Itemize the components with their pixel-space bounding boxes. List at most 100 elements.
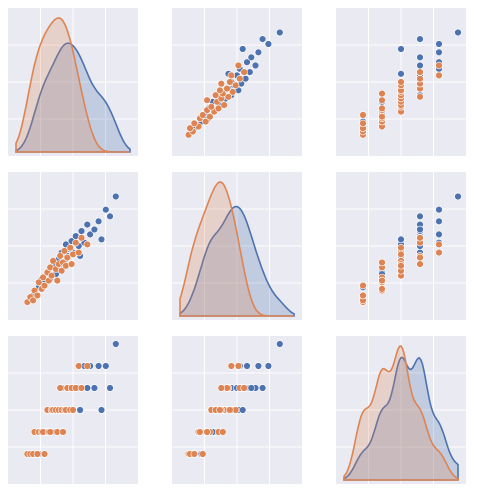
scatter-point-series-1 [83, 220, 92, 229]
scatter-point-series-1 [454, 28, 462, 37]
scatter-point-series-2 [74, 362, 83, 370]
scatter-point-series-1 [258, 384, 267, 392]
scatter-point-series-1 [435, 40, 443, 48]
scatter-point-series-2 [67, 260, 76, 268]
scatter-point-series-2 [378, 258, 386, 267]
scatter-point-series-1 [102, 206, 110, 214]
kde-curve-series-1 [179, 205, 295, 317]
scatter-point-series-1 [97, 235, 106, 244]
scatter-point-series-1 [416, 225, 424, 234]
scatter-point-series-2 [226, 78, 234, 86]
scatter-point-series-2 [227, 71, 236, 80]
scatter-point-series-1 [106, 212, 114, 221]
scatter-point-series-2 [359, 291, 367, 300]
scatter-point-series-2 [72, 239, 80, 247]
scatter-point-series-2 [397, 262, 405, 270]
scatter-point-series-1 [254, 362, 263, 370]
kde-curve-series-1 [15, 42, 131, 153]
scatter-point-series-1 [243, 362, 251, 370]
scatter-point-series-2 [435, 240, 443, 249]
scatter-point-series-2 [416, 68, 424, 76]
scatter-point-series-2 [77, 384, 86, 392]
scatter-point-series-2 [359, 111, 367, 119]
scatter-point-series-2 [359, 281, 367, 290]
scatter-point-series-1 [97, 406, 106, 414]
scatter-point-series-2 [83, 362, 92, 370]
scatter-point-series-2 [56, 384, 64, 392]
scatter-point-series-1 [239, 406, 247, 414]
scatter-point-series-2 [378, 276, 386, 285]
scatter-point-series-1 [397, 45, 405, 53]
scatter-point-series-2 [378, 104, 386, 113]
scatter-point-series-1 [416, 61, 424, 70]
scatter-point-series-2 [219, 428, 227, 436]
scatter-point-series-2 [77, 234, 86, 242]
panel-1-2 [172, 8, 302, 156]
scatter-point-series-2 [231, 81, 240, 90]
scatter-point-series-2 [378, 285, 386, 293]
scatter-point-series-2 [216, 406, 224, 414]
scatter-point-series-2 [57, 267, 66, 275]
scatter-point-series-2 [378, 89, 386, 98]
scatter-point-series-2 [196, 428, 204, 436]
scatter-point-series-1 [239, 45, 247, 53]
scatter-point-series-1 [435, 206, 443, 214]
scatter-point-series-2 [199, 111, 207, 119]
scatter-point-series-2 [416, 260, 424, 268]
scatter-point-series-1 [106, 384, 114, 392]
scatter-point-series-2 [53, 276, 61, 285]
scatter-point-series-2 [33, 450, 42, 458]
scatter-point-series-1 [397, 70, 405, 78]
scatter-point-series-1 [102, 362, 110, 370]
scatter-point-series-2 [359, 119, 367, 128]
scatter-point-series-2 [435, 61, 443, 70]
scatter-point-series-2 [435, 71, 443, 80]
kde-curve-series-2 [179, 181, 294, 317]
scatter-point-series-2 [416, 253, 424, 262]
scatter-point-series-2 [397, 250, 405, 259]
scatter-point-series-2 [47, 272, 56, 280]
scatter-point-series-2 [203, 96, 211, 104]
scatter-point-series-1 [397, 235, 405, 244]
scatter-point-series-2 [217, 384, 226, 392]
scatter-point-series-2 [378, 112, 386, 121]
scatter-point-series-2 [223, 84, 231, 93]
scatter-point-series-2 [378, 96, 386, 104]
scatter-point-series-2 [66, 244, 74, 252]
scatter-point-series-1 [86, 230, 94, 239]
scatter-point-series-1 [276, 28, 284, 37]
panel-3-1 [8, 336, 138, 484]
scatter-point-series-2 [211, 91, 220, 99]
panel-3-2 [172, 336, 302, 484]
scatter-point-series-2 [416, 234, 424, 242]
scatter-point-series-2 [207, 103, 216, 111]
scatter-point-series-1 [435, 217, 443, 226]
scatter-point-series-1 [112, 192, 120, 201]
scatter-point-series-1 [254, 48, 263, 56]
scatter-point-series-2 [202, 117, 210, 126]
scatter-point-series-2 [39, 273, 47, 282]
scatter-point-series-1 [416, 212, 424, 221]
kde-curve-series-2 [343, 345, 459, 481]
scatter-point-series-2 [435, 248, 443, 257]
scatter-point-series-2 [186, 124, 194, 132]
scatter-point-series-2 [206, 112, 214, 121]
scatter-point-series-1 [264, 362, 273, 370]
scatter-point-series-1 [94, 362, 103, 370]
panel-1-3 [336, 8, 466, 156]
scatter-point-series-2 [240, 384, 248, 392]
scatter-point-series-2 [203, 428, 211, 436]
scatter-point-series-2 [60, 247, 69, 255]
scatter-point-series-1 [77, 227, 86, 235]
kde-curve-series-1 [343, 356, 459, 481]
scatter-point-series-2 [29, 296, 37, 305]
scatter-point-series-2 [40, 281, 49, 290]
scatter-point-series-2 [220, 101, 228, 109]
scatter-point-series-1 [94, 217, 103, 226]
scatter-point-series-2 [416, 74, 424, 83]
scatter-point-series-1 [435, 48, 443, 56]
scatter-point-series-2 [217, 79, 226, 88]
scatter-point-series-2 [33, 291, 42, 300]
scatter-point-series-2 [59, 428, 67, 436]
